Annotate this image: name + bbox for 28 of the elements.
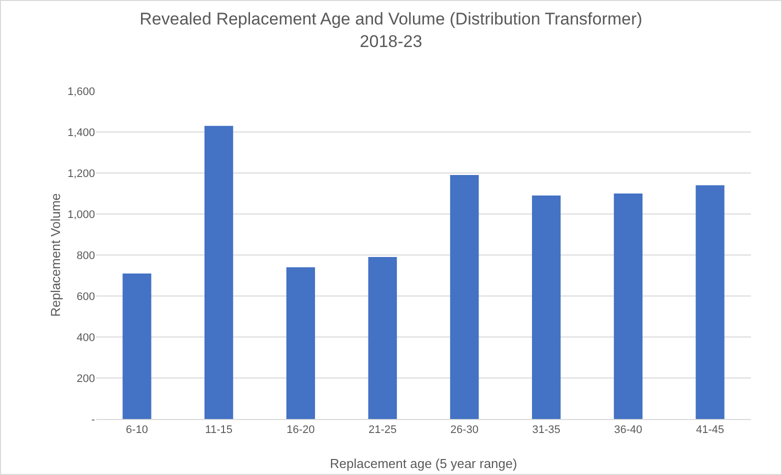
y-tick-label: 800: [76, 250, 95, 262]
bar: [286, 267, 316, 419]
y-tick-label: 600: [76, 290, 95, 303]
x-tick-label: 21-25: [368, 424, 397, 436]
y-tick-label: 200: [76, 372, 95, 385]
x-tick-label: 16-20: [286, 424, 315, 436]
y-tick-label: 1,400: [67, 126, 95, 139]
bar: [368, 257, 397, 419]
bar: [450, 175, 479, 419]
x-tick-label: 41-45: [696, 424, 724, 436]
x-axis-title: Replacement age (5 year range): [330, 456, 518, 471]
y-tick-label: 1,200: [67, 168, 95, 180]
x-tick-label: 36-40: [614, 424, 642, 436]
bar: [204, 126, 234, 419]
bar: [532, 196, 561, 419]
y-tick-label: -: [91, 414, 96, 426]
x-tick-label: 6-10: [126, 424, 148, 436]
bar: [122, 273, 152, 419]
bar: [614, 194, 643, 419]
x-tick-label: 31-35: [532, 424, 560, 436]
y-axis-title: Replacement Volume: [48, 193, 63, 317]
chart-title: Revealed Replacement Age and Volume (Distribution Transformer) 2018-23: [140, 10, 642, 51]
bar: [696, 185, 724, 419]
x-tick-label: 11-15: [205, 424, 232, 436]
y-tick-label: 1,000: [67, 208, 95, 221]
y-tick-label: 1,600: [67, 86, 95, 98]
x-tick-label: 26-30: [450, 424, 479, 436]
y-tick-label: 400: [76, 332, 95, 344]
